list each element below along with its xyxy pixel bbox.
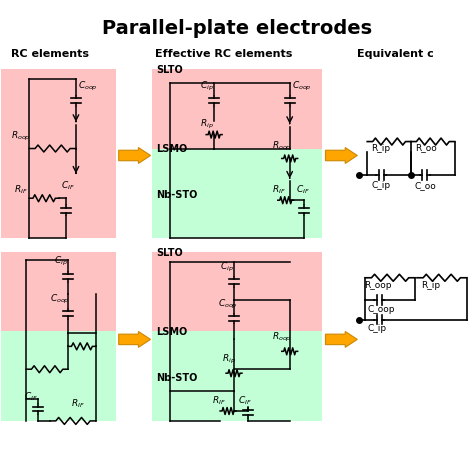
Text: $C_{oop}$: $C_{oop}$ — [218, 298, 238, 311]
Polygon shape — [326, 147, 357, 164]
Bar — [1, 69, 116, 238]
Text: RC elements: RC elements — [11, 49, 89, 59]
Text: LSMO: LSMO — [156, 328, 188, 337]
Text: $C_{ip}$: $C_{ip}$ — [200, 80, 214, 93]
Text: $R_{IF}$: $R_{IF}$ — [71, 397, 85, 410]
Text: $R_{oop}$: $R_{oop}$ — [11, 130, 31, 143]
Text: $C_{IF}$: $C_{IF}$ — [24, 390, 38, 402]
Bar — [153, 331, 321, 421]
Bar — [1, 331, 116, 421]
Text: $R_{oop}$: $R_{oop}$ — [272, 331, 292, 344]
Text: Nb-STO: Nb-STO — [156, 373, 198, 383]
Text: C_ip: C_ip — [371, 181, 390, 190]
Text: R_ip: R_ip — [371, 144, 390, 153]
Polygon shape — [326, 331, 357, 347]
Text: $R_{oop}$: $R_{oop}$ — [272, 140, 292, 153]
Text: $C_{IF}$: $C_{IF}$ — [238, 394, 252, 407]
Polygon shape — [118, 147, 151, 164]
Text: $R_{IF}$: $R_{IF}$ — [272, 183, 286, 196]
Text: $R_{IF}$: $R_{IF}$ — [14, 183, 28, 196]
Text: R_oo: R_oo — [415, 144, 437, 153]
Text: $C_{ip}$: $C_{ip}$ — [220, 261, 234, 274]
Text: $R_{ip}$: $R_{ip}$ — [200, 118, 214, 131]
Bar — [153, 252, 321, 331]
Bar — [153, 69, 321, 148]
Text: R_ip: R_ip — [421, 281, 440, 290]
Text: C_oo: C_oo — [415, 181, 437, 190]
Text: $C_{oop}$: $C_{oop}$ — [50, 293, 70, 306]
Text: LSMO: LSMO — [156, 145, 188, 155]
Text: C_oop: C_oop — [367, 305, 395, 314]
Text: Effective RC elements: Effective RC elements — [155, 49, 293, 59]
Polygon shape — [118, 331, 151, 347]
Text: $C_{IF}$: $C_{IF}$ — [61, 179, 75, 192]
Text: $R_{ip}$: $R_{ip}$ — [222, 353, 236, 366]
Text: C_ip: C_ip — [367, 324, 386, 333]
Text: Nb-STO: Nb-STO — [156, 190, 198, 200]
Text: $C_{oop}$: $C_{oop}$ — [292, 80, 311, 93]
Text: $C_{IF}$: $C_{IF}$ — [296, 183, 310, 196]
Text: Parallel-plate electrodes: Parallel-plate electrodes — [102, 19, 372, 38]
Text: SLTO: SLTO — [156, 65, 183, 75]
Text: $C_{ip}$: $C_{ip}$ — [54, 255, 68, 268]
Bar — [153, 148, 321, 238]
Text: R_oop: R_oop — [364, 281, 392, 290]
Text: $R_{IF}$: $R_{IF}$ — [212, 394, 226, 407]
Text: $C_{oop}$: $C_{oop}$ — [78, 80, 98, 93]
Bar — [1, 252, 116, 331]
Text: SLTO: SLTO — [156, 248, 183, 258]
Text: Equivalent c: Equivalent c — [357, 49, 434, 59]
